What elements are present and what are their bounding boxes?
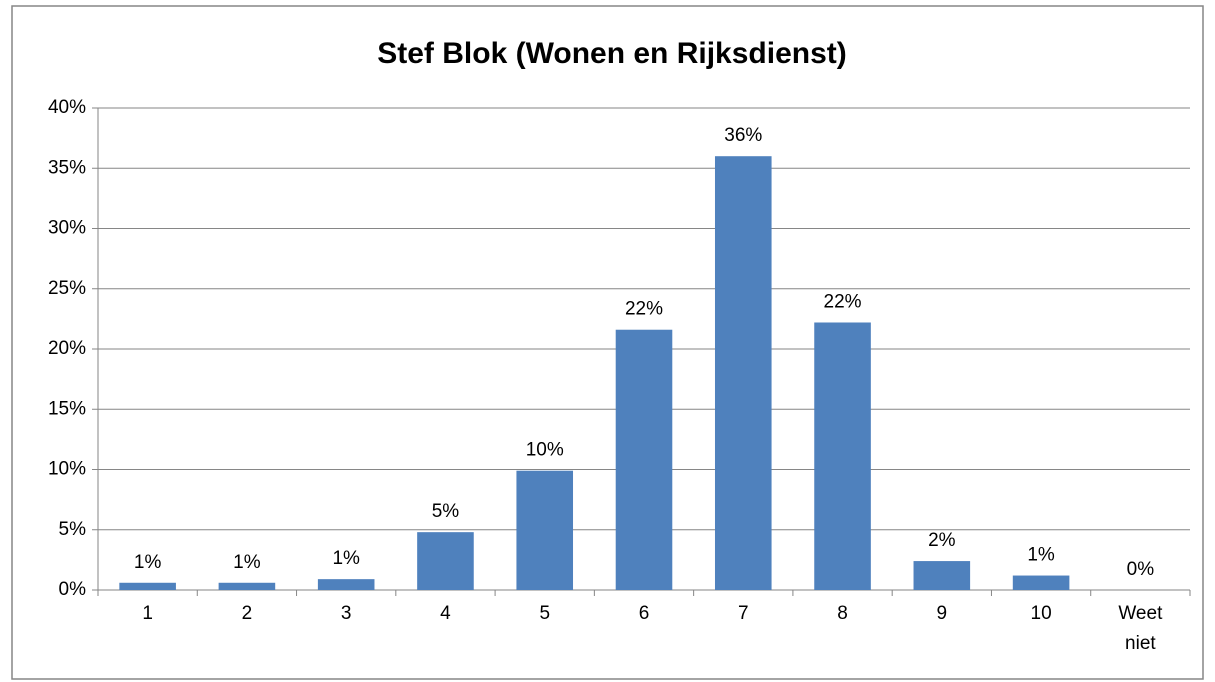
x-tick-label: 3 [341, 603, 352, 624]
y-tick-label: 30% [48, 218, 86, 239]
chart-title: Stef Blok (Wonen en Rijksdienst) [377, 37, 847, 70]
bar [913, 561, 971, 590]
x-tick-label: Weet niet [1118, 603, 1163, 654]
data-label: 10% [526, 440, 564, 461]
data-label: 1% [332, 548, 360, 569]
x-tick-label: 8 [837, 603, 848, 624]
y-tick-label: 35% [48, 157, 86, 178]
bar [119, 582, 176, 590]
bar [615, 329, 673, 590]
data-label: 5% [432, 501, 460, 522]
y-tick-label: 5% [59, 519, 87, 540]
data-label: 22% [625, 299, 663, 320]
x-tick-label: 1 [142, 603, 153, 624]
bar [218, 582, 276, 590]
x-tick-label: 5 [539, 603, 550, 624]
bar [317, 579, 375, 590]
y-tick-label: 40% [48, 97, 86, 118]
data-label: 2% [928, 530, 956, 551]
bar [516, 470, 574, 590]
y-tick-label: 0% [59, 579, 87, 600]
data-label: 0% [1127, 559, 1155, 580]
y-tick-label: 25% [48, 278, 86, 299]
bar [1012, 575, 1070, 590]
y-tick-label: 10% [48, 459, 86, 480]
data-label: 36% [724, 125, 762, 146]
data-label: 1% [233, 552, 261, 573]
x-tick-label: 2 [242, 603, 253, 624]
data-label: 1% [1027, 545, 1055, 566]
bar [814, 322, 871, 590]
data-label: 1% [134, 552, 162, 573]
chart-frame [11, 5, 1204, 680]
y-tick-label: 15% [48, 398, 86, 419]
bar [714, 156, 772, 590]
data-label: 22% [824, 292, 862, 313]
x-tick-label: 6 [639, 603, 650, 624]
x-tick-label: 7 [738, 603, 749, 624]
x-tick-label: 10 [1031, 603, 1052, 624]
bar [417, 532, 474, 590]
y-tick-label: 20% [48, 338, 86, 359]
x-tick-label: 4 [440, 603, 451, 624]
x-tick-label: 9 [937, 603, 948, 624]
